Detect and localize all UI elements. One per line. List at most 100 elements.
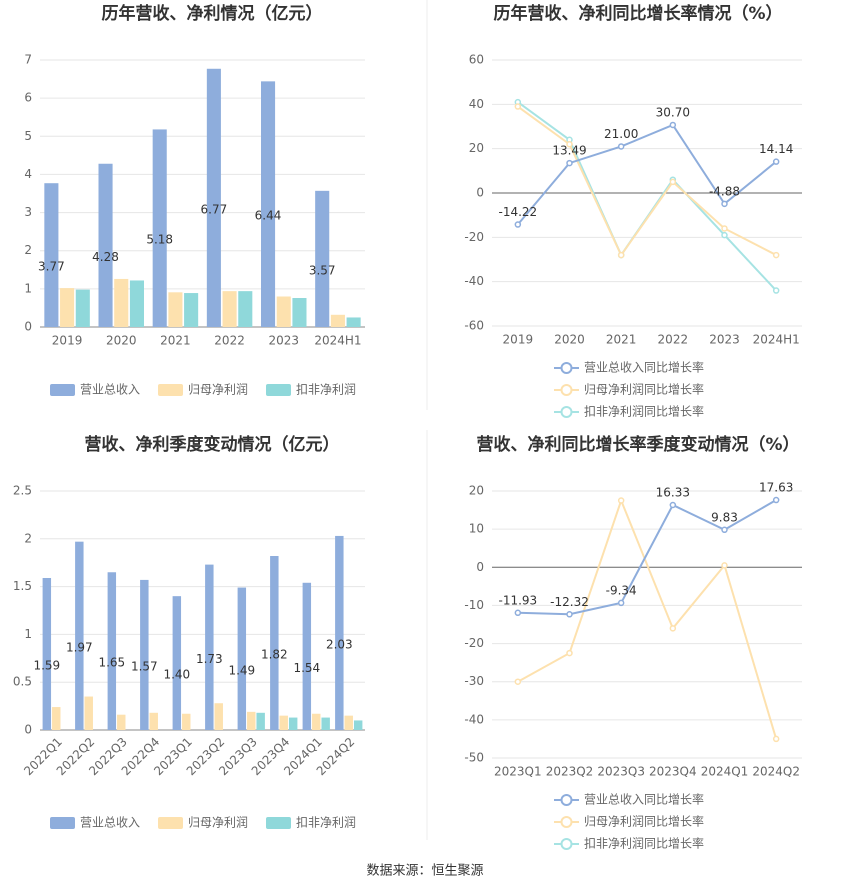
legend-label: 扣非净利润 — [296, 383, 356, 397]
legend-label: 归母净利润同比增长率 — [584, 814, 704, 829]
bar — [237, 587, 247, 730]
x-tick-label: 2023Q1 — [494, 765, 542, 779]
data-label: 4.28 — [92, 250, 119, 264]
data-label: -9.34 — [606, 583, 637, 597]
legend-label: 扣非净利润同比增长率 — [584, 836, 704, 851]
y-tick-label: 0.5 — [13, 675, 32, 689]
data-label: 1.49 — [228, 663, 255, 677]
data-label: -11.93 — [498, 593, 537, 607]
point — [772, 287, 780, 294]
legend-swatch — [560, 362, 573, 374]
point — [514, 678, 522, 685]
data-label: 14.14 — [759, 142, 793, 156]
point — [514, 221, 522, 228]
chart-title: 历年营收、净利情况（亿元） — [102, 3, 323, 24]
chart-title: 历年营收、净利同比增长率情况（%） — [493, 3, 782, 24]
bar — [206, 68, 221, 327]
point — [566, 649, 573, 657]
line — [517, 123, 777, 226]
bar — [140, 579, 149, 730]
bar — [279, 715, 288, 730]
bar — [107, 572, 117, 730]
data-label: 1.57 — [131, 659, 158, 673]
data-label: 21.00 — [604, 127, 638, 141]
bar — [247, 711, 256, 730]
y-tick-label: 4 — [24, 167, 32, 181]
y-tick-label: 2 — [24, 243, 32, 257]
y-tick-label: 3 — [24, 205, 32, 219]
data-label: -4.88 — [709, 184, 740, 198]
x-tick-label: 2021 — [606, 333, 637, 347]
data-label: 16.33 — [656, 485, 690, 499]
x-tick-label: 2022 — [658, 333, 689, 347]
y-tick-label: 0 — [476, 186, 484, 200]
x-tick-label: 2020 — [106, 334, 137, 348]
legend-swatch — [158, 384, 183, 396]
point — [772, 251, 780, 259]
data-label: 13.49 — [552, 144, 586, 158]
y-tick-label: 10 — [469, 522, 484, 536]
point — [669, 625, 677, 632]
point — [669, 121, 677, 129]
bar — [238, 291, 253, 327]
bar — [261, 81, 276, 327]
bar — [152, 129, 167, 327]
line — [517, 497, 778, 740]
bar — [75, 289, 90, 327]
line — [517, 499, 777, 616]
data-label: 30.70 — [656, 105, 690, 119]
x-tick-label: 2022 — [214, 334, 245, 348]
point — [566, 140, 573, 148]
legend-label: 扣非净利润 — [296, 816, 356, 830]
legend-label: 扣非净利润同比增长率 — [584, 404, 704, 419]
legend-swatch — [266, 817, 291, 829]
bar — [114, 278, 129, 327]
point — [514, 103, 522, 110]
x-tick-label: 2023 — [709, 333, 740, 347]
y-tick-label: -60 — [464, 319, 484, 333]
point — [772, 158, 780, 165]
legend-swatch — [158, 817, 183, 829]
legend-swatch — [560, 406, 573, 418]
legend-label: 营业总收入 — [80, 383, 140, 397]
point — [566, 159, 573, 167]
bar — [344, 715, 353, 730]
legend-swatch — [560, 384, 573, 396]
point — [721, 562, 728, 569]
point — [772, 735, 780, 743]
point — [669, 178, 677, 186]
data-label: 6.44 — [255, 209, 282, 223]
data-label: 6.77 — [201, 202, 228, 216]
point — [772, 496, 780, 504]
data-label: 1.59 — [33, 658, 60, 672]
bar — [214, 703, 223, 730]
legend-swatch — [560, 794, 573, 806]
x-tick-label: 2023 — [268, 334, 299, 348]
data-label: -12.32 — [550, 595, 589, 609]
legend-label: 归母净利润同比增长率 — [584, 382, 704, 397]
bar — [42, 577, 52, 730]
y-tick-label: 6 — [24, 91, 32, 105]
y-tick-label: 7 — [24, 53, 32, 67]
line — [517, 105, 777, 258]
y-tick-label: 0 — [24, 320, 32, 334]
bar — [346, 317, 361, 327]
chart-title: 营收、净利季度变动情况（亿元） — [85, 434, 340, 455]
bar — [60, 288, 75, 327]
data-label: 5.18 — [146, 233, 173, 247]
point — [669, 501, 677, 509]
legend-label: 营业总收入 — [80, 816, 140, 830]
point — [617, 497, 625, 504]
y-tick-label: 5 — [24, 129, 32, 143]
y-tick-label: 1 — [24, 281, 32, 295]
data-label: 1.73 — [196, 652, 223, 666]
point — [721, 526, 728, 534]
data-label: 1.54 — [293, 661, 320, 675]
bar — [168, 292, 183, 327]
y-tick-label: 20 — [469, 141, 484, 155]
bar — [98, 163, 113, 327]
bar — [52, 707, 61, 730]
bar — [321, 717, 330, 730]
legend-swatch — [560, 816, 573, 828]
